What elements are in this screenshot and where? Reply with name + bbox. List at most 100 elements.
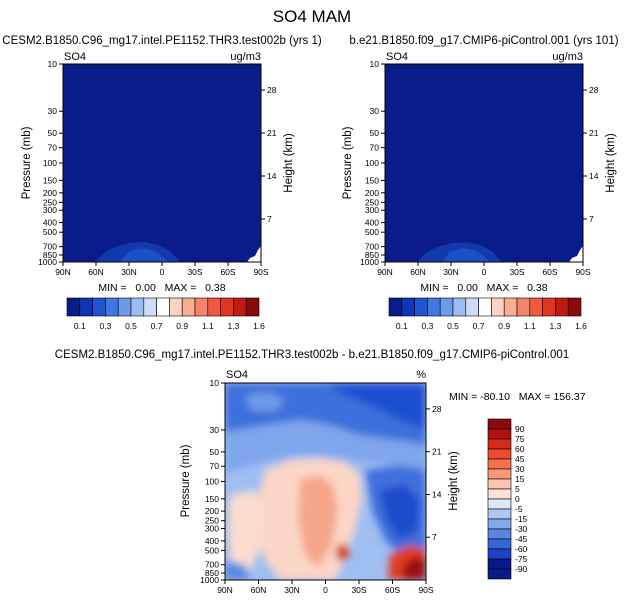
- pressure-tick-label: 50: [370, 128, 380, 138]
- colorbar-swatch: [555, 297, 569, 317]
- colorbar-swatch: [414, 297, 428, 317]
- colorbar-swatch: [487, 458, 512, 470]
- latitude-tick-label: 90S: [418, 585, 433, 595]
- colorbar-label: 0.1: [74, 321, 86, 331]
- height-tick-label: 14: [432, 489, 442, 499]
- colorbar-swatch: [427, 297, 441, 317]
- pressure-tick-label: 250: [43, 197, 57, 207]
- variable-label: SO4: [386, 51, 408, 63]
- pressure-tick-label: 400: [365, 218, 379, 228]
- colorbar-label: 0: [515, 494, 520, 504]
- pressure-tick-label: 400: [43, 218, 57, 228]
- height-tick-label: 28: [432, 404, 442, 414]
- colorbar-swatch: [79, 297, 93, 317]
- colorbar-swatch: [169, 297, 183, 317]
- colorbar-swatch: [181, 297, 196, 317]
- colorbar-swatch: [487, 548, 512, 560]
- field-surface-notch: [247, 246, 261, 262]
- left-positive: [228, 490, 265, 570]
- colorbar-label: 1.1: [202, 321, 214, 331]
- plot-field: [385, 64, 583, 262]
- height-tick-label: 7: [267, 214, 272, 224]
- latitude-tick-label: 60N: [410, 267, 426, 277]
- colorbar-swatch: [487, 568, 512, 580]
- colorbar-label: 0.3: [421, 321, 433, 331]
- pressure-tick-label: 70: [48, 143, 58, 153]
- height-axis-label: Height (km): [605, 133, 617, 193]
- pressure-tick-label: 300: [43, 205, 57, 215]
- pressure-axis-label: Pressure (mb): [342, 126, 354, 199]
- pressure-tick-label: 100: [205, 477, 219, 487]
- height-tick-label: 21: [432, 447, 442, 457]
- height-tick-label: 28: [589, 85, 599, 95]
- colorbar-swatch: [487, 418, 512, 430]
- latitude-tick-label: 60S: [385, 585, 400, 595]
- latitude-tick-label: 90S: [575, 267, 590, 277]
- plot-field: [225, 383, 426, 580]
- pressure-tick-label: 100: [43, 158, 57, 168]
- pressure-tick-label: 30: [370, 106, 380, 116]
- pressure-tick-label: 1000: [38, 257, 57, 267]
- colorbar: 0.1 0.3 0.5 0.7 0.9 1.1 1.3 1.6: [388, 297, 587, 331]
- colorbar-swatch: [542, 297, 556, 317]
- pressure-tick-label: 850: [43, 250, 57, 260]
- pressure-tick-label: 850: [365, 250, 379, 260]
- latitude-tick-label: 0: [482, 267, 487, 277]
- height-tick-label: 14: [267, 171, 277, 181]
- latitude-tick-label: 90S: [253, 267, 268, 277]
- panel-bottom-difference: CESM2.B1850.C96_mg17.intel.PE1152.THR3.t…: [55, 349, 586, 595]
- colorbar-swatch: [491, 297, 505, 317]
- pressure-tick-label: 250: [365, 197, 379, 207]
- colorbar-swatch: [487, 558, 512, 570]
- units-label: ug/m3: [552, 51, 583, 63]
- plot-field: [63, 64, 261, 262]
- latitude-tick-label: 60S: [542, 267, 557, 277]
- colorbar-swatch: [516, 297, 531, 317]
- pressure-tick-label: 400: [205, 536, 219, 546]
- colorbar-swatch: [478, 297, 492, 317]
- colorbar-swatch: [487, 448, 512, 460]
- latitude-tick-label: 30N: [121, 267, 137, 277]
- colorbar-swatch: [143, 297, 157, 317]
- latitude-tick-label: 60N: [251, 585, 267, 595]
- colorbar-label: 0.5: [447, 321, 459, 331]
- pressure-tick-label: 500: [43, 227, 57, 237]
- colorbar-swatch: [388, 297, 403, 317]
- colorbar-swatch: [220, 297, 234, 317]
- colorbar-swatch: [487, 528, 512, 540]
- latitude-tick-label: 90N: [55, 267, 71, 277]
- pressure-axis-label: Pressure (mb): [180, 444, 192, 517]
- colorbar-label: 0.7: [473, 321, 485, 331]
- colorbar-label: 1.1: [524, 321, 536, 331]
- colorbar-label: 75: [515, 434, 525, 444]
- pressure-tick-label: 850: [205, 568, 219, 578]
- latitude-tick-label: 30N: [443, 267, 459, 277]
- panel-title: CESM2.B1850.C96_mg17.intel.PE1152.THR3.t…: [55, 349, 569, 361]
- height-tick-label: 28: [267, 85, 277, 95]
- colorbar-label: 0.1: [396, 321, 408, 331]
- height-tick-label: 7: [432, 532, 437, 542]
- colorbar-label: 45: [515, 454, 525, 464]
- colorbar-label: -60: [515, 544, 528, 554]
- pressure-tick-label: 150: [205, 494, 219, 504]
- surface-negative-left: [225, 560, 250, 580]
- height-tick-label: 7: [589, 214, 594, 224]
- colorbar-label: -5: [515, 504, 523, 514]
- colorbar-label: 90: [515, 424, 525, 434]
- field-background: [385, 64, 583, 262]
- upper-deep-negative: [325, 383, 426, 430]
- height-tick-label: 21: [589, 128, 599, 138]
- latitude-tick-label: 30N: [284, 585, 300, 595]
- pressure-tick-label: 500: [205, 545, 219, 555]
- colorbar-swatch: [487, 538, 512, 550]
- colorbar-swatch: [465, 297, 479, 317]
- pressure-tick-label: 150: [43, 175, 57, 185]
- panel-top-left: CESM2.B1850.C96_mg17.intel.PE1152.THR3.t…: [2, 35, 322, 331]
- units-label: %: [416, 369, 426, 381]
- colorbar-swatch: [487, 478, 512, 490]
- colorbar-label: 1.6: [253, 321, 265, 331]
- pressure-tick-label: 500: [365, 227, 379, 237]
- colorbar-swatch: [452, 297, 467, 317]
- colorbar-label: 15: [515, 474, 525, 484]
- pressure-tick-label: 700: [43, 242, 57, 252]
